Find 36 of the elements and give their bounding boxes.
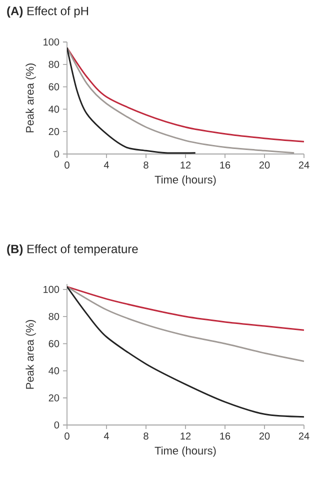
- x-tick-label: 0: [64, 162, 70, 169]
- y-tick-label: 20: [48, 128, 60, 136]
- chart-title: (B) Effect of temperature: [7, 244, 138, 256]
- y-tick-label: 100: [44, 38, 60, 46]
- x-axis-title: Time (hours): [154, 175, 216, 186]
- x-tick-label: 4: [104, 432, 109, 440]
- line-series: [67, 286, 304, 331]
- y-tick-label: 60: [48, 83, 60, 90]
- y-tick-label: 20: [48, 394, 60, 402]
- x-tick-label: 24: [298, 162, 310, 169]
- x-tick-label: 24: [298, 432, 310, 440]
- y-axis-title: Peak area (%): [26, 64, 36, 132]
- chart-title: (A) Effect of pH: [7, 6, 88, 18]
- x-tick-label: 8: [144, 162, 148, 169]
- x-tick-label: 16: [220, 432, 230, 440]
- line-series: [67, 286, 304, 418]
- x-tick-label: 12: [180, 162, 191, 169]
- y-tick-label: 40: [48, 106, 60, 113]
- line-series: [67, 286, 304, 362]
- x-axis-title: Time (hours): [154, 446, 216, 457]
- x-tick-label: 4: [104, 162, 109, 168]
- y-tick-label: 80: [48, 60, 60, 68]
- y-tick-label: 0: [54, 150, 60, 158]
- x-tick-label: 0: [64, 432, 70, 440]
- x-tick-label: 16: [220, 162, 230, 169]
- x-tick-label: 20: [259, 162, 270, 169]
- y-tick-label: 100: [44, 286, 60, 293]
- x-tick-label: 8: [144, 432, 148, 440]
- x-tick-label: 12: [180, 432, 191, 440]
- y-tick-label: 80: [48, 313, 60, 320]
- y-tick-label: 60: [48, 340, 60, 348]
- y-tick-label: 40: [48, 367, 60, 374]
- x-tick-label: 20: [259, 432, 270, 440]
- y-tick-label: 0: [54, 421, 60, 429]
- line-series: [67, 46, 196, 154]
- y-axis-title: Peak area (%): [26, 320, 36, 389]
